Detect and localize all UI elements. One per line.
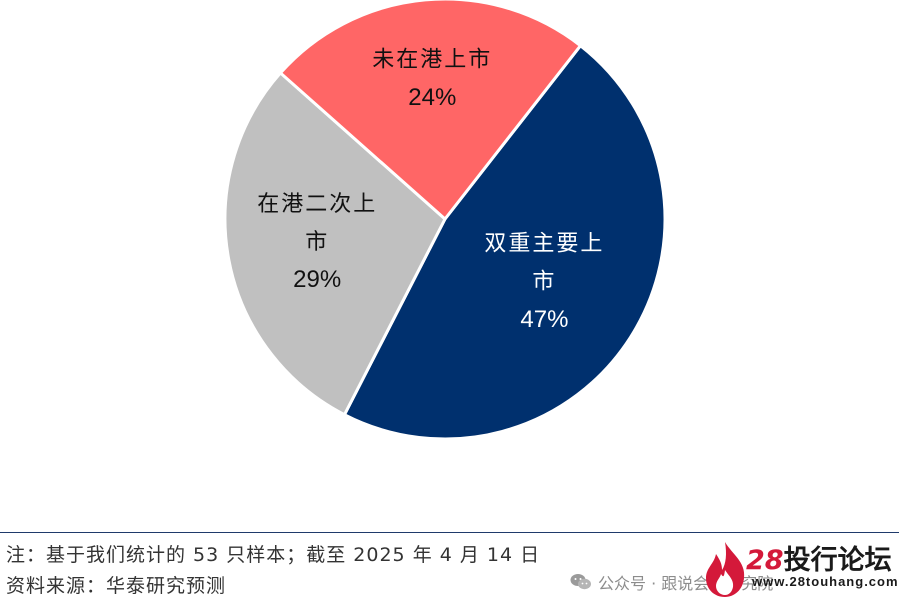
slice-category-label: 在港二次上 (257, 192, 377, 217)
slice-category-label: 市 (305, 230, 329, 255)
slice-label-group: 未在港上市 24% (372, 48, 492, 111)
slice-category-label: 未在港上市 (372, 48, 492, 73)
wechat-icon (570, 574, 591, 590)
forum-title: 投行论坛 (783, 545, 892, 576)
forum-number: 28 (746, 545, 784, 576)
forum-name: 28投行论坛 (746, 538, 892, 577)
footer-divider (0, 532, 899, 533)
pie-slices (223, 0, 667, 441)
pie-slice (223, 71, 447, 417)
forum-logo: 28投行论坛 www.28touhang.com (702, 534, 899, 606)
forum-url: www.28touhang.com (752, 574, 899, 589)
pie-slice (278, 0, 582, 221)
pie-slice (342, 44, 667, 441)
pie-chart: 双重主要上市 47% 在港二次上市 29% 未在港上市 24% (223, 0, 667, 441)
slice-category-label: 双重主要上 (484, 232, 604, 257)
slice-percent-label: 29% (293, 266, 341, 293)
flame-icon (706, 542, 745, 597)
footnote-source: 资料来源：华泰研究预测 (6, 575, 227, 597)
footnote-note: 注：基于我们统计的 53 只样本；截至 2025 年 4 月 14 日 (6, 544, 541, 566)
slice-category-label: 市 (532, 270, 556, 295)
slice-percent-label: 24% (408, 84, 456, 111)
slice-percent-label: 47% (520, 306, 568, 333)
